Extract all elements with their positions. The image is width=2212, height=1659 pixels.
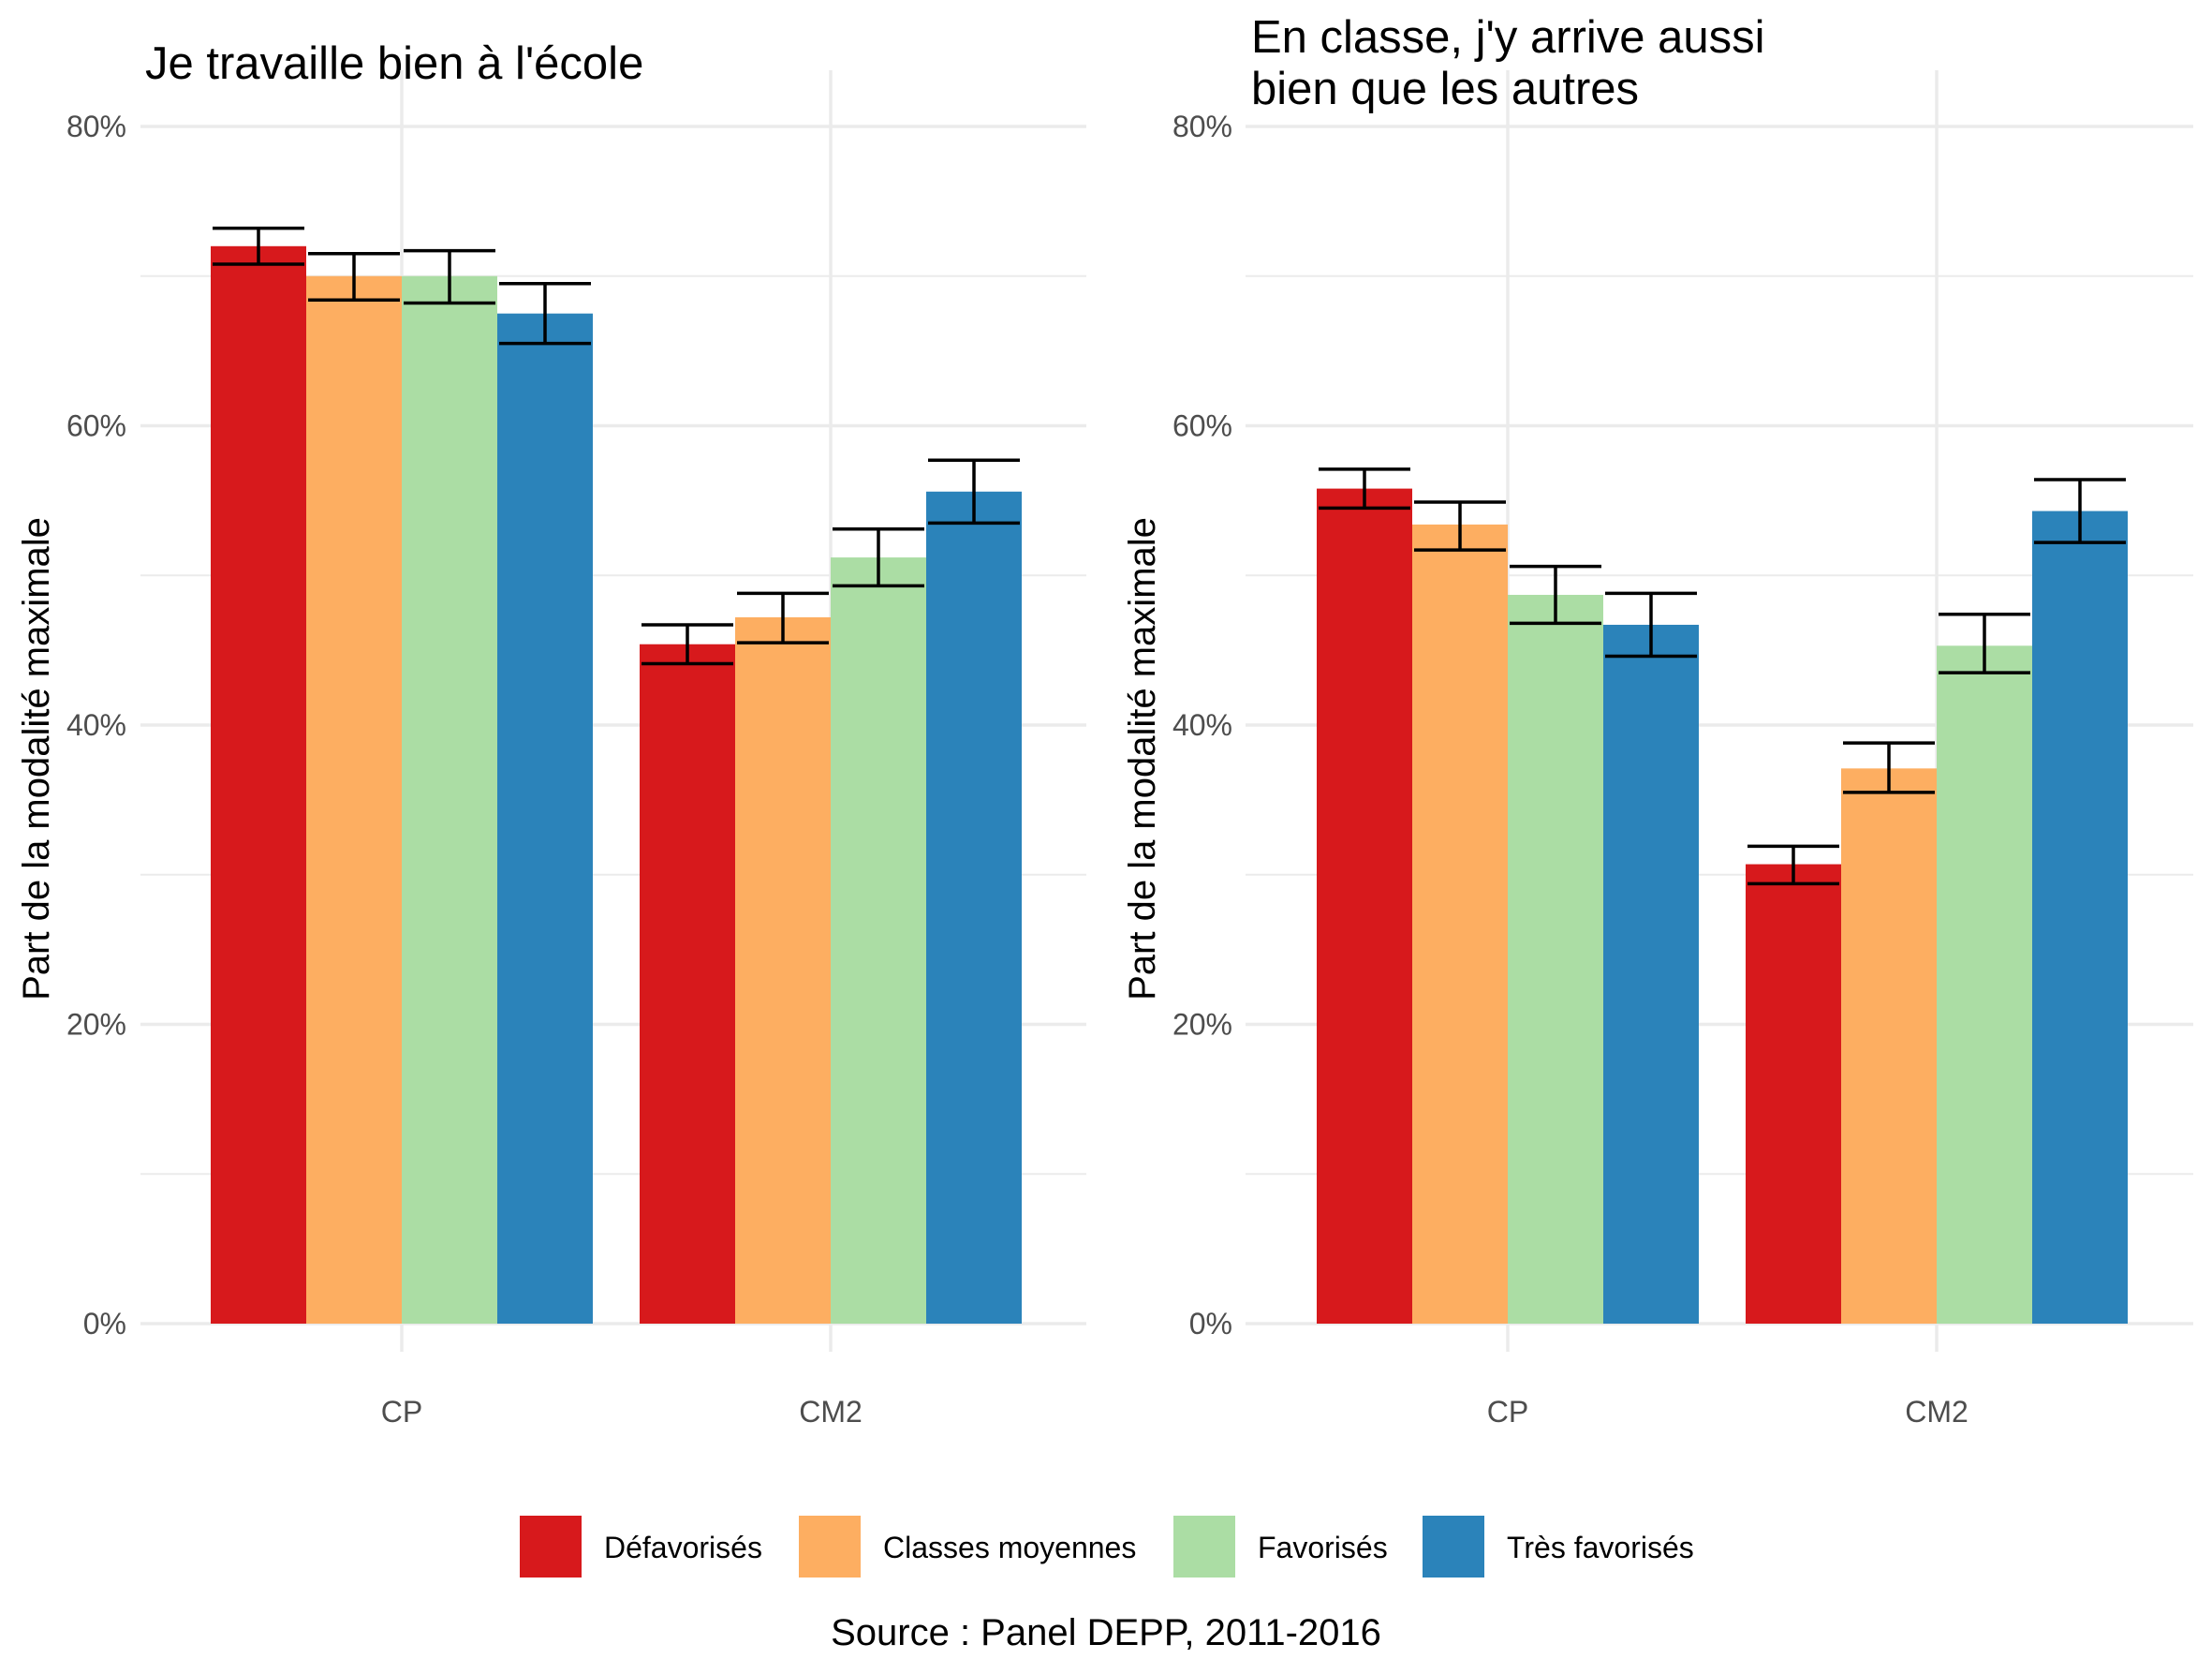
legend-label-2: Favorisés [1258, 1531, 1388, 1564]
caption: Source : Panel DEPP, 2011-2016 [831, 1612, 1381, 1653]
x-tick-label-right-0: CP [1487, 1395, 1528, 1429]
panel-right: En classe, j'y arrive aussi bien que les … [1122, 12, 2193, 1429]
y-axis-title-right: Part de la modalité maximale [1122, 517, 1163, 1000]
bar-right-1-0 [1746, 864, 1841, 1324]
bar-left-0-3 [497, 313, 593, 1324]
bars-right [1317, 488, 2128, 1324]
x-tick-label-left-1: CM2 [799, 1395, 863, 1429]
bar-right-0-2 [1508, 595, 1603, 1324]
y-tick-label-left-1: 20% [66, 1008, 126, 1042]
error-bars-left [213, 226, 1020, 666]
panel-title-right: En classe, j'y arrive aussi bien que les … [1251, 12, 1765, 114]
y-tick-label-right-1: 20% [1172, 1008, 1232, 1042]
y-axis-title-left: Part de la modalité maximale [16, 517, 57, 1000]
y-tick-label-left-4: 80% [66, 110, 126, 143]
bar-left-1-0 [640, 644, 735, 1324]
legend-key-2 [1173, 1516, 1235, 1578]
legend-label-1: Classes moyennes [883, 1531, 1136, 1564]
panel-title-right-line-2: bien que les autres [1251, 64, 1639, 114]
bar-left-1-2 [831, 557, 926, 1324]
y-tick-labels-right: 0% 20% 40% 60% 80% [1172, 110, 1232, 1341]
legend-key-3 [1423, 1516, 1484, 1578]
y-tick-label-right-3: 60% [1172, 409, 1232, 443]
panel-title-left-line-1: Je travaille bien à l'école [145, 38, 643, 89]
y-tick-label-right-2: 40% [1172, 708, 1232, 742]
bar-right-1-2 [1937, 645, 2032, 1324]
panel-title-right-line-1: En classe, j'y arrive aussi [1251, 12, 1765, 63]
bars-left [211, 245, 1022, 1324]
legend-label-0: Défavorisés [604, 1531, 762, 1564]
panel-title-left: Je travaille bien à l'école [145, 38, 643, 89]
x-tick-labels-right: CP CM2 [1487, 1395, 1969, 1429]
y-tick-label-right-0: 0% [1189, 1307, 1232, 1341]
y-tick-label-left-3: 60% [66, 409, 126, 443]
bar-right-1-1 [1841, 768, 1937, 1324]
legend: Défavorisés Classes moyennes Favorisés T… [520, 1516, 1694, 1578]
bar-right-0-1 [1412, 524, 1508, 1324]
y-tick-labels-left: 0% 20% 40% 60% 80% [66, 110, 126, 1341]
bar-left-0-0 [211, 245, 306, 1324]
bar-right-1-3 [2032, 511, 2128, 1324]
legend-key-1 [799, 1516, 861, 1578]
legend-label-3: Très favorisés [1507, 1531, 1694, 1564]
bar-left-0-1 [306, 275, 402, 1324]
y-tick-label-left-2: 40% [66, 708, 126, 742]
bar-left-1-3 [926, 491, 1022, 1324]
bar-left-1-1 [735, 616, 831, 1324]
y-tick-label-right-4: 80% [1172, 110, 1232, 143]
error-bars-right [1319, 467, 2126, 886]
panel-left: Je travaille bien à l'école Part de la m… [16, 38, 1086, 1429]
bar-left-0-2 [402, 275, 497, 1324]
y-tick-label-left-0: 0% [83, 1307, 126, 1341]
x-tick-label-right-1: CM2 [1905, 1395, 1969, 1429]
bar-right-0-3 [1603, 624, 1699, 1324]
legend-key-0 [520, 1516, 582, 1578]
bar-right-0-0 [1317, 488, 1412, 1324]
x-tick-labels-left: CP CM2 [381, 1395, 863, 1429]
x-tick-label-left-0: CP [381, 1395, 422, 1429]
